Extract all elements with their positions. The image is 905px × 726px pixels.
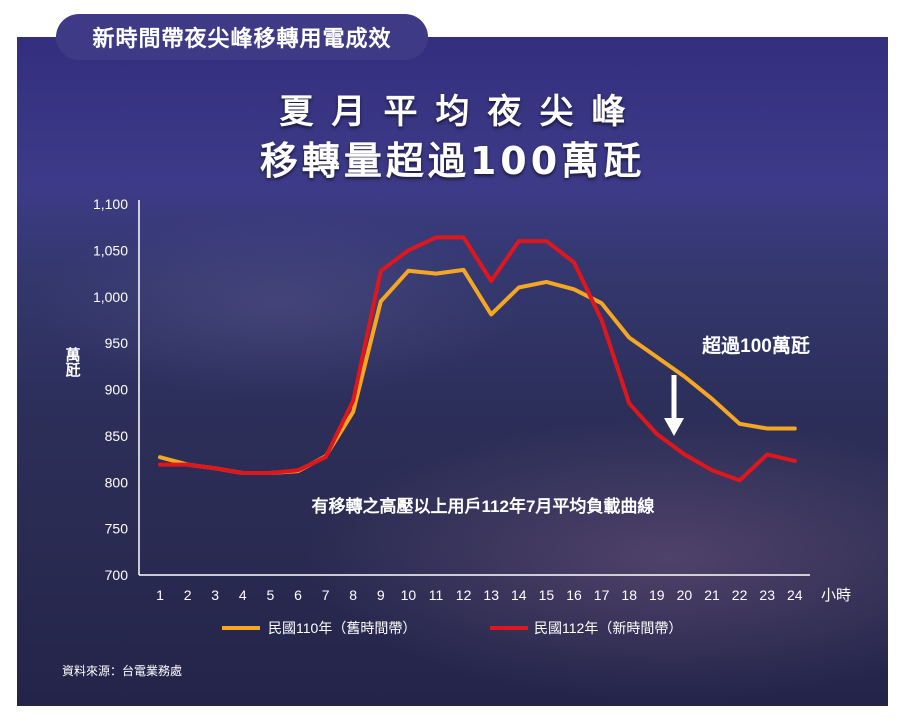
- y-tick-label: 900: [105, 382, 129, 398]
- annotation-group: 超過100萬瓩: [664, 334, 810, 436]
- y-tick-label: 700: [105, 567, 129, 583]
- x-tick-label: 10: [401, 587, 417, 603]
- topic-badge: 新時間帶夜尖峰移轉用電成效: [56, 14, 428, 60]
- x-tick-label: 8: [349, 587, 357, 603]
- y-tick-label: 1,050: [93, 242, 128, 258]
- chart-background-panel: [17, 37, 888, 706]
- x-tick-label: 5: [267, 587, 275, 603]
- x-tick-label: 11: [429, 587, 444, 603]
- x-tick-label: 6: [294, 587, 302, 603]
- headline-line-1: 夏月平均夜尖峰: [279, 92, 644, 132]
- x-tick-label: 1: [156, 587, 164, 603]
- x-tick-label: 21: [704, 587, 720, 603]
- x-tick-label: 13: [483, 587, 499, 603]
- x-tick-label: 19: [649, 587, 665, 603]
- y-axis-label: 萬瓩: [64, 346, 81, 377]
- chart-legend: 民國110年（舊時間帶） 民國112年（新時間帶）: [222, 620, 682, 636]
- x-tick-label: 16: [566, 587, 582, 603]
- x-tick-label: 15: [539, 587, 555, 603]
- x-tick-label: 2: [184, 587, 192, 603]
- x-tick-label: 24: [787, 587, 803, 603]
- legend-label: 民國112年（新時間帶）: [534, 620, 682, 636]
- x-tick-label: 18: [621, 587, 637, 603]
- x-tick-label: 22: [732, 587, 748, 603]
- x-tick-label: 3: [211, 587, 219, 603]
- chart-axes: 萬瓩 小時: [64, 200, 851, 604]
- y-tick-label: 850: [105, 428, 129, 444]
- y-tick-label: 750: [105, 521, 129, 537]
- series-lines: [158, 235, 797, 483]
- x-tick-label: 12: [456, 587, 472, 603]
- x-tick-label: 7: [322, 587, 330, 603]
- x-tick-label: 17: [594, 587, 610, 603]
- legend-label: 民國110年（舊時間帶）: [268, 620, 416, 636]
- headline-line-2: 移轉量超過100萬瓩: [259, 139, 646, 183]
- x-tick-label: 9: [377, 587, 385, 603]
- x-tick-label: 14: [511, 587, 527, 603]
- x-tick-label: 4: [239, 587, 247, 603]
- series-line-110: [158, 267, 797, 475]
- source-note: 資料來源：台電業務處: [62, 663, 182, 678]
- x-axis-label: 小時: [821, 587, 851, 604]
- y-tick-label: 800: [105, 474, 129, 490]
- annotation-label: 超過100萬瓩: [701, 334, 810, 357]
- series-line-112: [158, 235, 797, 483]
- x-tick-label: 23: [759, 587, 775, 603]
- y-tick-label: 1,000: [93, 289, 128, 305]
- y-tick-label: 950: [105, 335, 129, 351]
- y-tick-label: 1,100: [93, 196, 128, 212]
- chart-caption: 有移轉之高壓以上用戶112年7月平均負載曲線: [312, 496, 655, 516]
- x-tick-label: 20: [677, 587, 693, 603]
- down-arrow-icon: [664, 375, 684, 436]
